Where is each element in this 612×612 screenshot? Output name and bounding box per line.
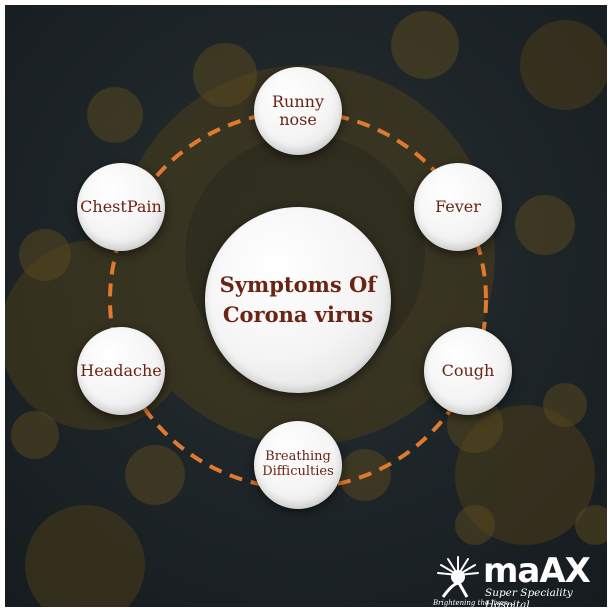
- infographic-frame: Symptoms Of Corona virus Runny nose Feve…: [5, 5, 607, 607]
- center-title-line2: Corona virus: [222, 302, 374, 327]
- symptom-breathing-line2: Difficulties: [262, 464, 334, 479]
- hospital-logo: maAX Super Speciality Hospital Brighteni…: [433, 551, 605, 607]
- symptom-fever: Fever: [414, 163, 502, 251]
- sunburst-figure-icon: [437, 556, 479, 598]
- center-title-line1: Symptoms Of: [219, 271, 377, 297]
- symptom-cough: Cough: [424, 327, 512, 415]
- symptom-headache-label: Headache: [80, 360, 162, 380]
- symptom-breathing-line1: Breathing: [265, 449, 331, 465]
- logo-tagline: Brightening the lives...: [433, 599, 515, 607]
- symptom-runny-nose-line1: Runny: [272, 91, 324, 111]
- center-title-bubble: Symptoms Of Corona virus: [205, 207, 391, 393]
- symptom-chest-pain: ChestPain: [77, 163, 165, 251]
- symptom-fever-label: Fever: [435, 196, 481, 216]
- logo-name: maAX: [483, 551, 591, 591]
- symptom-headache: Headache: [77, 327, 165, 415]
- symptom-breathing-difficulties: Breathing Difficulties: [254, 421, 342, 509]
- symptom-runny-nose-line2: nose: [279, 110, 317, 129]
- symptom-runny-nose: Runny nose: [254, 67, 342, 155]
- logo-subtitle: Super Speciality Hospital: [485, 587, 573, 607]
- symptom-chest-pain-label: ChestPain: [80, 196, 162, 216]
- symptom-cough-label: Cough: [441, 360, 495, 380]
